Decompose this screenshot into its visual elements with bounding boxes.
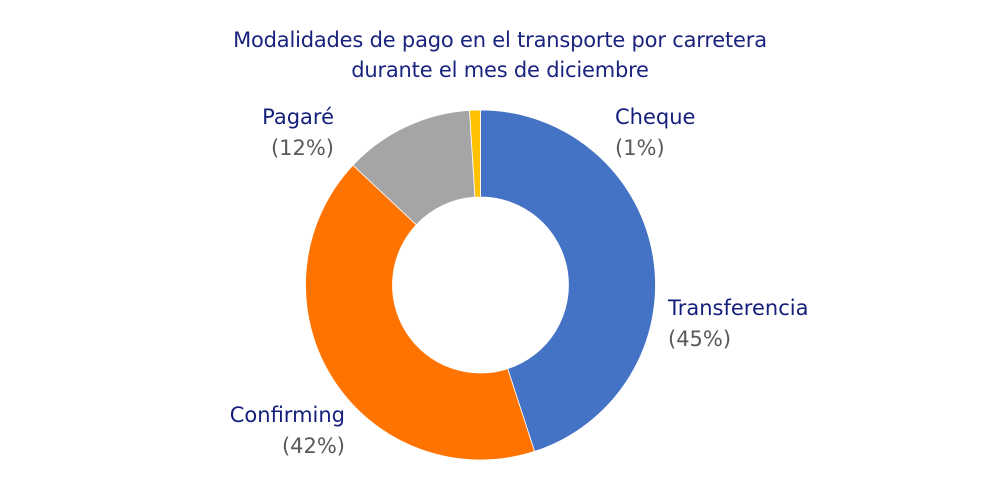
label-transferencia: Transferencia (45%) <box>668 293 808 355</box>
slice-cheque <box>469 109 481 198</box>
donut-slices <box>305 109 656 461</box>
label-confirming: Confirming (42%) <box>230 400 345 462</box>
label-percent: (12%) <box>270 136 334 160</box>
label-name: Cheque <box>615 105 696 129</box>
chart-title-line-2: durante el mes de diciembre <box>351 58 649 82</box>
label-percent: (45%) <box>668 327 732 351</box>
chart-title: Modalidades de pago en el transporte por… <box>0 25 1000 85</box>
label-name: Pagaré <box>262 105 334 129</box>
label-percent: (42%) <box>281 434 345 458</box>
label-cheque: Cheque (1%) <box>615 102 695 164</box>
label-name: Transferencia <box>668 296 809 320</box>
label-pagare: Pagaré (12%) <box>262 102 334 164</box>
slice-transferencia <box>480 109 656 452</box>
label-percent: (1%) <box>615 136 665 160</box>
slice-confirming <box>305 164 536 461</box>
chart-title-line-1: Modalidades de pago en el transporte por… <box>233 28 767 52</box>
label-name: Confirming <box>229 403 345 427</box>
